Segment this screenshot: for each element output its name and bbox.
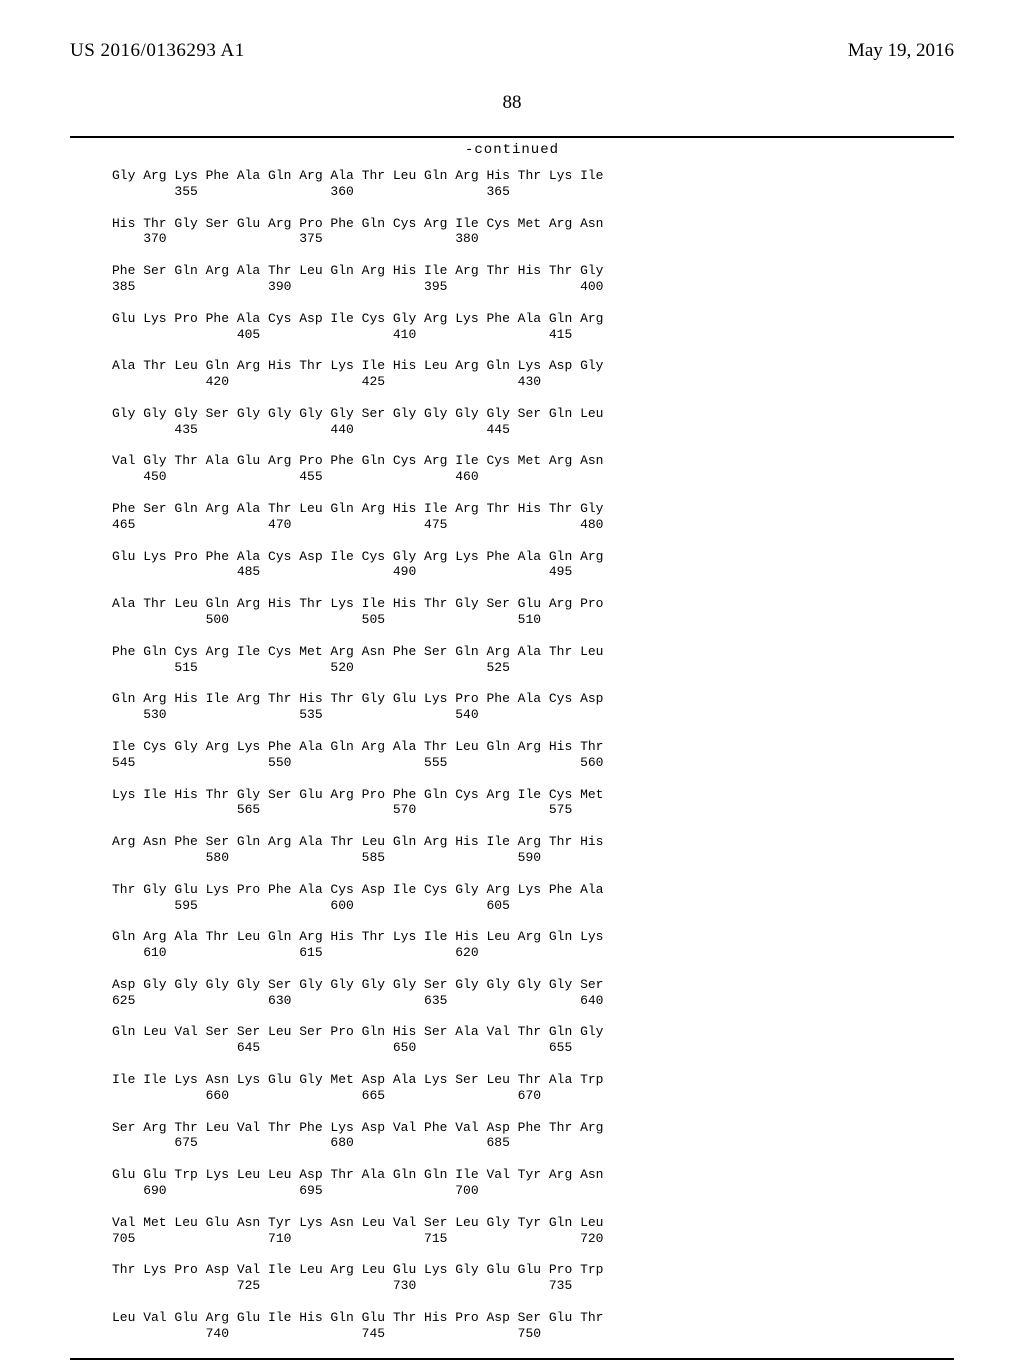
continued-label: -continued bbox=[70, 142, 954, 158]
page-number: 88 bbox=[70, 92, 954, 114]
page-header: US 2016/0136293 A1 May 19, 2016 bbox=[70, 40, 954, 62]
page: US 2016/0136293 A1 May 19, 2016 88 -cont… bbox=[0, 0, 1024, 1320]
sequence-listing: Gly Arg Lys Phe Ala Gln Arg Ala Thr Leu … bbox=[70, 168, 954, 1342]
publication-date: May 19, 2016 bbox=[848, 40, 954, 62]
patent-id: US 2016/0136293 A1 bbox=[70, 40, 245, 62]
continued-section: -continued Gly Arg Lys Phe Ala Gln Arg A… bbox=[70, 136, 954, 1360]
